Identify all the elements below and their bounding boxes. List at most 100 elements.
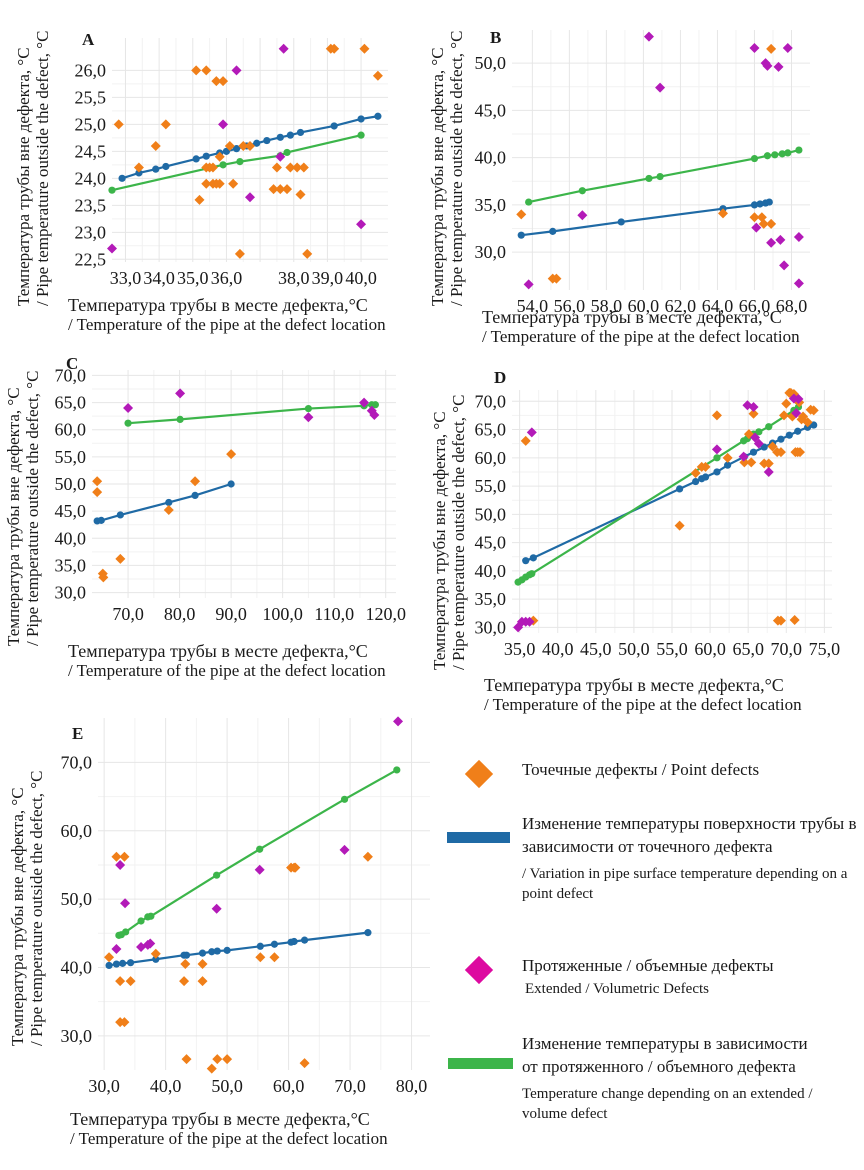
- point-defect-marker: [269, 952, 280, 963]
- y-axis-label-ru: Температура трубы вне дефекта, °C: [428, 47, 447, 306]
- trend-point: [253, 139, 261, 147]
- x-tick-label: 80,0: [396, 1076, 428, 1096]
- extended-defect-marker: [711, 444, 722, 455]
- y-tick-label: 50,0: [61, 889, 93, 909]
- trend-point: [122, 928, 130, 936]
- trend-point: [304, 404, 313, 413]
- trend-point: [152, 955, 160, 963]
- y-axis-label-ru: Температура трубы вне дефекта, °C: [430, 411, 449, 670]
- y-axis-label: Температура трубы вне дефекта, °C / Pipe…: [428, 31, 466, 306]
- x-tick-label: 45,0: [580, 639, 612, 659]
- point-defect-marker: [234, 248, 245, 259]
- extended-defect-marker: [751, 222, 762, 233]
- trend-point: [300, 936, 309, 944]
- trend-point: [208, 948, 216, 956]
- extended-defect-marker: [369, 410, 380, 421]
- trend-point: [116, 511, 124, 519]
- trend-point: [749, 448, 758, 456]
- panel-c: C 70,0 80,0 90,0 100,0 110,0 120,0 30,0 35,0 40,…: [0, 340, 420, 690]
- x-tick-label: 50,0: [618, 639, 650, 659]
- y-tick-label: 70,0: [55, 365, 87, 385]
- point-defect-marker: [775, 447, 786, 458]
- y-tick-label: 25,5: [75, 87, 107, 107]
- point-defect-marker: [179, 976, 190, 987]
- point-defect-marker: [163, 505, 174, 516]
- trend-point: [182, 951, 191, 959]
- x-axis-label: Температура трубы в месте дефекта,°C / T…: [68, 642, 386, 681]
- point-defect-marker: [275, 184, 286, 195]
- trend-point: [202, 152, 210, 160]
- extended-defect-marker: [218, 119, 229, 130]
- y-tick-label: 55,0: [475, 476, 507, 496]
- point-defect-marker: [718, 208, 729, 219]
- x-tick-label: 40,0: [150, 1076, 182, 1096]
- point-defect-marker: [329, 43, 340, 54]
- plot-b: 54,0 56,0 58,0 60,0 62,0 64,0 66,0 68,0 30,0 35,0…: [475, 30, 810, 316]
- trend-point: [213, 947, 221, 955]
- x-axis-label-ru: Температура трубы в месте дефекта,°C: [70, 1109, 370, 1129]
- x-tick-label: 66,0: [739, 296, 771, 316]
- point-defect-marker: [775, 615, 786, 626]
- x-tick-label: 58,0: [591, 296, 623, 316]
- trend-point: [676, 485, 684, 493]
- legend-label-en: Temperature change depending on an exten…: [522, 1086, 813, 1122]
- trend-point: [528, 570, 536, 578]
- y-tick-label: 35,0: [475, 195, 507, 215]
- y-tick-label: 30,0: [475, 617, 507, 637]
- y-tick-label: 30,0: [475, 242, 507, 262]
- point-defect-marker: [115, 976, 126, 987]
- point-defect-marker: [113, 119, 124, 130]
- y-axis-label-ru: Температура трубы вне дефекта, °C: [14, 47, 33, 306]
- trend-point: [364, 929, 372, 937]
- y-axis-label: Температура трубы вне дефекта, °C / Pipe…: [4, 371, 42, 646]
- trend-point: [176, 415, 184, 423]
- extended-defect-marker: [775, 234, 786, 245]
- point-defect-marker: [796, 414, 807, 425]
- legend: Точечные дефекты / Point defects Изменен…: [440, 740, 864, 1170]
- point-defect-marker: [226, 449, 237, 460]
- extended-defect-marker: [749, 42, 760, 53]
- point-defect-marker: [789, 615, 800, 626]
- point-defect-marker: [758, 218, 769, 229]
- trend-point: [227, 480, 235, 488]
- point-defect-marker: [160, 119, 171, 130]
- point-defect-marker: [190, 476, 201, 487]
- x-axis-label-ru: Температура трубы в месте дефекта,°C: [482, 307, 782, 327]
- point-defect-marker: [285, 162, 296, 173]
- point-defect-marker: [228, 178, 239, 189]
- trend-point: [126, 959, 135, 967]
- x-axis-label: Температура трубы в месте дефекта,°C / T…: [70, 1109, 388, 1149]
- point-defect-marker: [197, 959, 208, 970]
- trend-point: [105, 961, 113, 970]
- point-defect-marker: [711, 410, 722, 421]
- point-defect-marker: [181, 1054, 192, 1065]
- point-defect-marker: [125, 976, 136, 987]
- y-tick-label: 23,0: [75, 222, 107, 242]
- y-tick-label: 26,0: [75, 60, 107, 80]
- point-defect-marker: [119, 851, 130, 862]
- point-defect-marker: [749, 212, 760, 223]
- y-axis-label-en: / Pipe temperature outside the defect, °…: [23, 370, 42, 646]
- trend-point: [276, 133, 284, 141]
- point-defect-marker: [802, 417, 813, 428]
- point-defect-marker: [362, 851, 373, 862]
- trend-point: [192, 155, 200, 163]
- point-defect-marker: [214, 151, 225, 162]
- y-axis-label-en: / Pipe temperature outside the defect, °…: [27, 770, 46, 1046]
- trend-point: [340, 795, 349, 803]
- x-tick-label: 35,0: [504, 639, 535, 659]
- trend-point: [223, 946, 231, 954]
- y-axis-label: Температура трубы вне дефекта, °C / Pipe…: [430, 395, 468, 670]
- point-defect-marker: [197, 976, 208, 987]
- y-tick-label: 25,0: [75, 114, 107, 134]
- trend-point: [296, 128, 305, 137]
- extended-defect-marker: [120, 898, 131, 909]
- x-tick-label: 68,0: [776, 296, 808, 316]
- trend-point: [270, 940, 279, 948]
- y-tick-label: 50,0: [55, 474, 87, 494]
- trend-point: [330, 122, 338, 130]
- trend-point: [765, 198, 773, 206]
- x-tick-label: 110,0: [314, 604, 354, 624]
- point-defect-marker: [795, 447, 805, 458]
- x-axis-label-ru: Температура трубы в месте дефекта,°C: [68, 295, 368, 315]
